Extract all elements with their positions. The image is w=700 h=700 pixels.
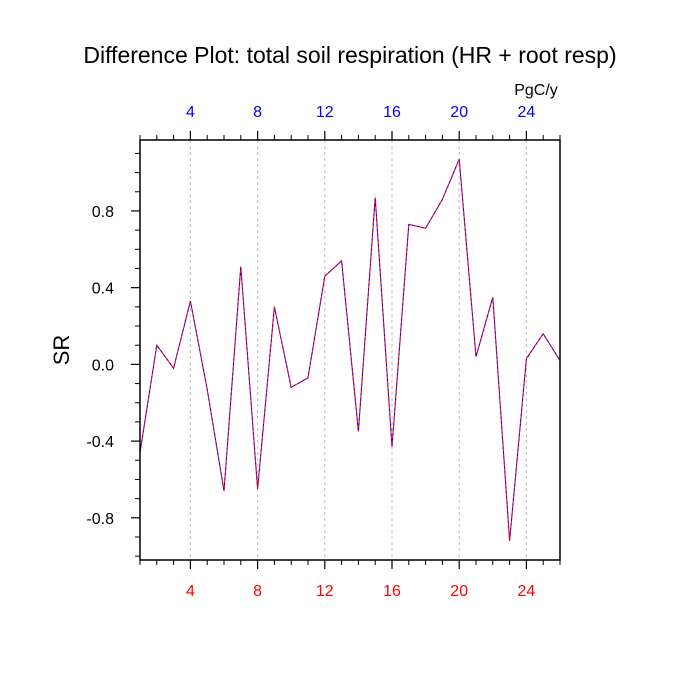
units-label: PgC/y: [514, 82, 558, 99]
x-tick-label-top-4: 4: [186, 104, 195, 121]
series-line-1: [139, 158, 561, 541]
plot-frame: [139, 139, 561, 561]
x-tick-label-top-24: 24: [518, 104, 536, 121]
y-tick-label-0.8: 0.8: [92, 204, 114, 221]
x-tick-label-bottom-12: 12: [316, 583, 334, 600]
x-tick-label-bottom-24: 24: [518, 583, 536, 600]
x-tick-label-bottom-20: 20: [450, 583, 468, 600]
x-tick-label-bottom-8: 8: [253, 583, 262, 600]
major-ticks: [131, 131, 528, 569]
minor-ticks: [135, 135, 561, 565]
x-tick-label-bottom-4: 4: [186, 583, 195, 600]
grid-lines: [189, 140, 527, 560]
x-tick-label-top-20: 20: [450, 104, 468, 121]
y-tick-label-0.0: 0.0: [92, 357, 114, 374]
series-lines: [139, 158, 561, 541]
tick-labels: 4 4 8 8 12 12 16 16 20 20 24 24 0.8 0.4 0.0 -0.4 -0.8: [86, 104, 535, 600]
x-tick-label-top-12: 12: [316, 104, 334, 121]
y-tick-label-0.4: 0.4: [92, 281, 114, 298]
series-line-0: [139, 158, 561, 541]
y-tick-label--0.8: -0.8: [86, 511, 114, 528]
x-tick-label-bottom-16: 16: [383, 583, 401, 600]
x-tick-label-top-8: 8: [253, 104, 262, 121]
y-axis-label: SR: [49, 335, 74, 366]
y-tick-label--0.4: -0.4: [86, 434, 114, 451]
x-tick-label-top-16: 16: [383, 104, 401, 121]
chart-title: Difference Plot: total soil respiration …: [83, 42, 616, 68]
